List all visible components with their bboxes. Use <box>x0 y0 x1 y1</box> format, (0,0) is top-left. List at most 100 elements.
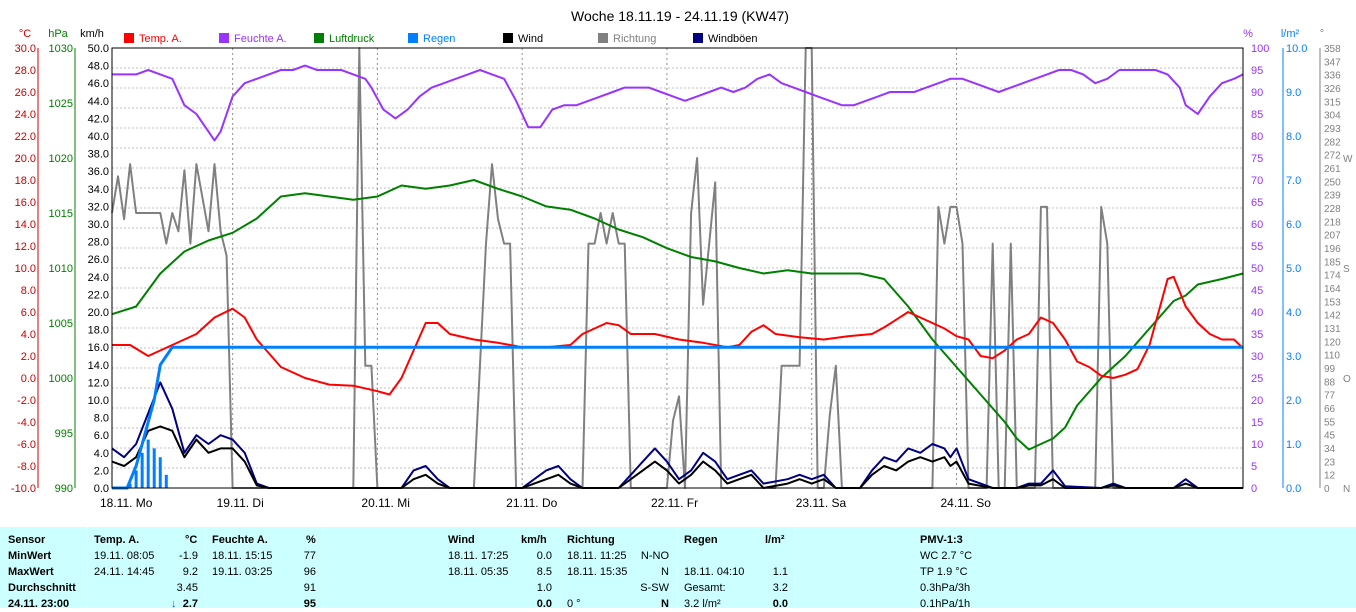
direction-tick-label: 185 <box>1324 257 1341 268</box>
rain-value: 3.2 <box>772 582 788 594</box>
humidity-tick-label: 50 <box>1251 263 1263 275</box>
wind-tick-label: 6.0 <box>94 430 109 442</box>
humidity-value: 96 <box>303 566 316 578</box>
row-label: Durchschnitt <box>8 582 76 594</box>
humidity-value: 77 <box>303 550 316 562</box>
direction-tick-label: 239 <box>1324 191 1341 202</box>
direction-time: 0 ° <box>567 598 581 610</box>
temp-tick-label: 24.0 <box>15 109 36 121</box>
separator <box>561 527 562 608</box>
direction-tick-label: 66 <box>1324 404 1336 415</box>
row-label: MinWert <box>8 550 52 562</box>
statistics-table: Sensor Temp. A. °C Feuchte A. % Wind km/… <box>0 527 1356 610</box>
direction-tick-label: 0 <box>1324 484 1330 495</box>
wind-time: 18.11. 17:25 <box>448 550 509 562</box>
header-humidity-unit: % <box>306 534 316 546</box>
rain-tick-label: 6.0 <box>1286 219 1301 231</box>
direction-tick-label: 347 <box>1324 57 1341 68</box>
x-axis-day-labels: 18.11. Mo 19.11. Di 20.11. Mi 21.11. Do 22.1… <box>100 496 991 510</box>
series-line-richtung <box>111 47 1243 489</box>
direction-tick-label: 153 <box>1324 297 1341 308</box>
pressure-tick-label: 1010 <box>49 263 73 275</box>
rain-time: 3.2 l/m² <box>684 598 721 610</box>
wind-tick-label: 38.0 <box>88 149 109 161</box>
direction-tick-label: 88 <box>1324 377 1336 388</box>
humidity-tick-label: 95 <box>1251 65 1263 77</box>
humidity-tick-label: 20 <box>1251 395 1263 407</box>
separator <box>205 527 206 608</box>
unit-direction: ° <box>1320 28 1324 40</box>
wind-tick-label: 2.0 <box>94 465 109 477</box>
temp-tick-label: 8.0 <box>21 285 36 297</box>
chart-title: Woche 18.11.19 - 24.11.19 (KW47) <box>571 8 789 24</box>
direction-tick-label: 120 <box>1324 337 1341 348</box>
humidity-tick-label: 60 <box>1251 219 1263 231</box>
rain-tick-label: 9.0 <box>1286 87 1301 99</box>
legend-swatch-rain <box>408 33 418 43</box>
temp-tick-label: -6.0 <box>17 439 36 451</box>
humidity-tick-label: 40 <box>1251 307 1263 319</box>
rain-bar <box>164 474 168 488</box>
rain-tick-label: 5.0 <box>1286 263 1301 275</box>
day-label: 20.11. Mi <box>361 496 409 510</box>
direction-tick-label: 55 <box>1324 417 1336 428</box>
direction-tick-label: 250 <box>1324 177 1341 188</box>
wind-tick-label: 10.0 <box>88 395 109 407</box>
rain-tick-label: 3.0 <box>1286 351 1301 363</box>
wind-tick-label: 40.0 <box>88 131 109 143</box>
direction-tick-label: 23 <box>1324 457 1336 468</box>
wind-tick-label: 0.0 <box>94 483 109 495</box>
direction-time: 18.11. 11:25 <box>567 550 627 562</box>
unit-temp: °C <box>19 28 31 40</box>
day-label: 21.11. Do <box>506 496 557 510</box>
wind-tick-label: 20.0 <box>88 307 109 319</box>
separator <box>323 527 324 608</box>
day-label: 23.11. Sa <box>796 496 847 510</box>
row-label: 24.11. 23:00 <box>8 598 70 610</box>
day-label: 22.11. Fr <box>651 496 698 510</box>
wind-tick-label: 26.0 <box>88 254 109 266</box>
humidity-tick-label: 85 <box>1251 109 1263 121</box>
rain-tick-label: 1.0 <box>1286 439 1301 451</box>
direction-tick-label: 261 <box>1324 164 1341 175</box>
temp-tick-label: 26.0 <box>15 87 36 99</box>
temp-value: 9.2 <box>182 566 198 578</box>
humidity-tick-label: 90 <box>1251 87 1263 99</box>
rain-time: Gesamt: <box>684 582 726 594</box>
header-temp: Temp. A. <box>94 534 140 546</box>
wind-tick-label: 4.0 <box>94 448 109 460</box>
rain-bar <box>158 457 162 488</box>
humidity-value: 95 <box>303 598 316 610</box>
header-wind-unit: km/h <box>521 534 547 546</box>
humidity-tick-label: 70 <box>1251 175 1263 187</box>
header-humidity: Feuchte A. <box>212 534 268 546</box>
humidity-time: 18.11. 15:15 <box>212 550 273 562</box>
direction-cardinal-label: N <box>1343 484 1350 495</box>
humidity-tick-label: 100 <box>1251 43 1269 55</box>
humidity-time: 19.11. 03:25 <box>212 566 273 578</box>
rain-tick-label: 8.0 <box>1286 131 1301 143</box>
humidity-tick-label: 55 <box>1251 241 1263 253</box>
pmv-value: WC 2.7 °C <box>920 550 973 562</box>
header-pmv: PMV-1:3 <box>920 534 963 546</box>
rain-bar <box>152 448 156 488</box>
wind-tick-label: 42.0 <box>88 113 109 125</box>
wind-tick-label: 8.0 <box>94 413 109 425</box>
humidity-tick-label: 25 <box>1251 373 1263 385</box>
temp-tick-label: -2.0 <box>17 395 36 407</box>
wind-tick-label: 32.0 <box>88 201 109 213</box>
direction-tick-label: 174 <box>1324 271 1341 282</box>
legend-swatch-wind <box>503 33 513 43</box>
direction-tick-label: 45 <box>1324 431 1336 442</box>
legend-label-pressure: Luftdruck <box>329 33 375 45</box>
wind-tick-label: 44.0 <box>88 96 109 108</box>
rain-value: 0.0 <box>772 598 788 610</box>
pressure-tick-label: 1020 <box>49 153 73 165</box>
wind-value: 0.0 <box>536 598 552 610</box>
legend-swatch-direction <box>598 33 608 43</box>
pressure-tick-label: 995 <box>55 428 73 440</box>
unit-humidity: % <box>1243 28 1253 40</box>
pressure-tick-label: 1000 <box>49 373 73 385</box>
direction-tick-label: 99 <box>1324 364 1336 375</box>
legend-swatch-temp <box>124 33 134 43</box>
